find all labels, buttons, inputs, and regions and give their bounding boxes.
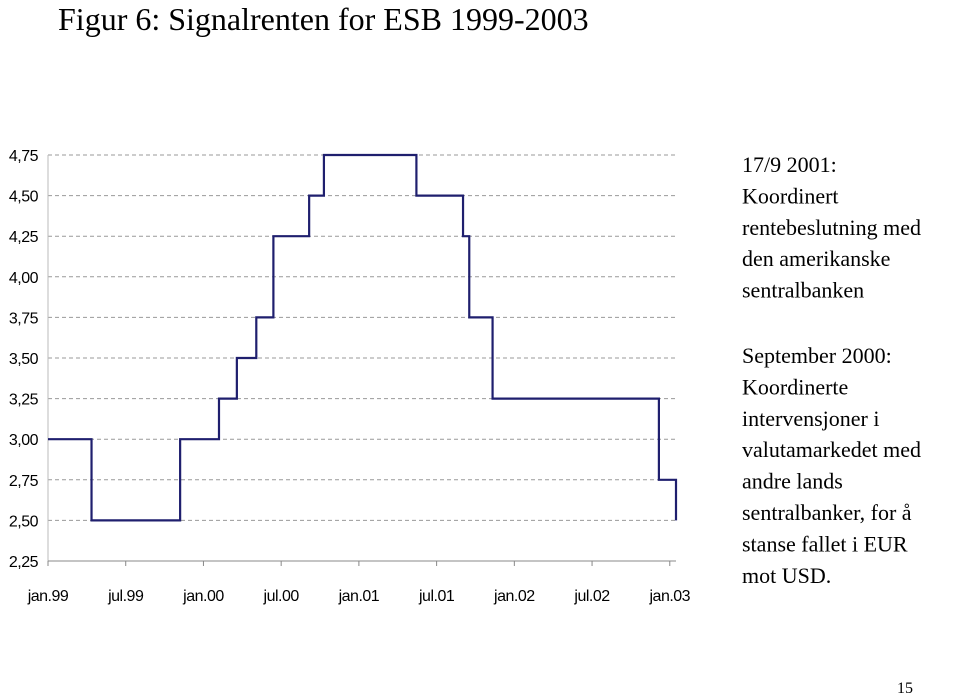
y-tick-label: 4,75 [9,148,39,165]
annotation-line: Koordinert [742,183,839,208]
y-tick-label: 4,00 [9,270,39,287]
y-tick-label: 3,50 [9,351,39,368]
annotation-line: valutamarkedet med [742,437,921,462]
y-tick-label: 2,50 [9,513,39,530]
annotation-line: den amerikanske [742,246,890,271]
x-tick-label: jan.99 [27,588,69,605]
y-tick-label: 3,75 [9,310,39,327]
annotation-line: September 2000: [742,343,892,368]
step-line [48,153,678,522]
y-tick-label: 2,75 [9,473,39,490]
x-tick-label: jul.00 [263,588,300,605]
annotation-line: stanse fallet i EUR [742,531,908,556]
annotation-line: intervensjoner i [742,406,879,431]
y-tick-label: 3,25 [9,392,39,409]
x-tick-label: jan.03 [648,588,690,605]
x-tick-label: jan.00 [182,588,224,605]
annotation-line: sentralbanken [742,278,864,303]
y-tick-label: 3,00 [9,432,39,449]
page-number: 15 [897,680,913,697]
y-tick-label: 4,25 [9,229,39,246]
x-tick-label: jan.01 [338,588,380,605]
y-tick-label: 4,50 [9,189,39,206]
annotation-line: mot USD. [742,563,831,588]
x-tick-label: jul.01 [418,588,455,605]
annotation-line: Koordinerte [742,374,848,399]
chart-title: Figur 6: Signalrenten for ESB 1999-2003 [58,1,589,37]
x-tick-label: jul.02 [573,588,610,605]
x-tick-label: jul.99 [107,588,144,605]
y-tick-label: 2,25 [9,554,39,571]
annotation-line: rentebeslutning med [742,215,921,240]
annotation-line: sentralbanker, for å [742,500,912,525]
annotation-line: 17/9 2001: [742,152,837,177]
annotation-line: andre lands [742,469,843,494]
x-tick-label: jan.02 [493,588,535,605]
